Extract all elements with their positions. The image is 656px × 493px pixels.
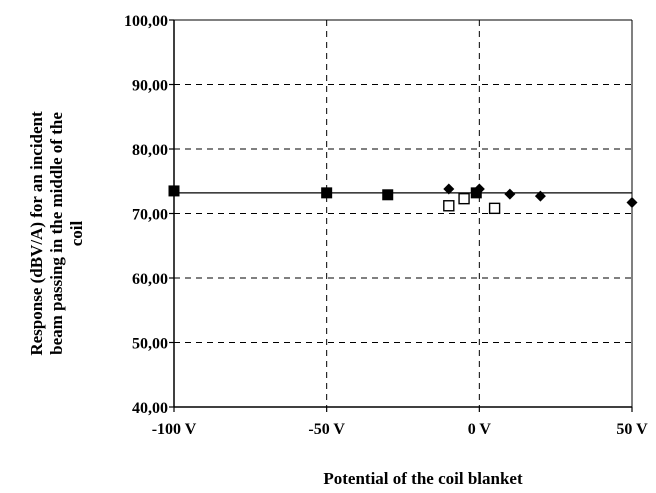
data-point-open-square	[488, 202, 501, 215]
data-point-filled-square	[470, 187, 482, 199]
grid	[174, 19, 632, 407]
y-tick-label: 40,00	[132, 400, 168, 417]
data-point-diamond	[443, 183, 455, 195]
data-point-diamond	[626, 197, 638, 209]
data-point-open-square	[458, 192, 470, 205]
data-point-open-square	[443, 200, 455, 212]
y-tick-label: 50,00	[132, 336, 168, 353]
y-axis-title-line-3: coil	[67, 220, 86, 246]
x-tick-label: 0 V	[468, 421, 492, 438]
y-axis-title-line-1: Response (dBV/A) for an incident	[27, 111, 46, 356]
y-tick-label: 60,00	[132, 271, 168, 288]
data-point-filled-square	[168, 185, 180, 197]
y-axis-title: Response (dBV/A) for an incident beam pa…	[27, 111, 86, 356]
y-tick-label: 100,00	[124, 13, 168, 30]
x-tick-label: -100 V	[152, 421, 197, 438]
y-tick-label: 80,00	[132, 142, 168, 159]
data-point-filled-square	[382, 189, 394, 201]
y-tick-label: 90,00	[132, 78, 168, 95]
x-axis-title: Potential of the coil blanket	[323, 469, 523, 488]
ticks: 40,00 50,00 60,00 70,00 80,00 90,00 100,00 -100…	[124, 13, 648, 438]
x-tick-label: -50 V	[308, 421, 345, 438]
data-points	[168, 183, 638, 215]
data-point-diamond	[534, 190, 546, 202]
data-point-diamond	[504, 188, 516, 200]
y-tick-label: 70,00	[132, 207, 168, 224]
y-axis-title-line-2: beam passing in the middle of the	[47, 112, 66, 355]
data-point-diamond	[473, 183, 485, 195]
x-tick-label: 50 V	[616, 421, 648, 438]
data-point-filled-square	[321, 187, 333, 199]
